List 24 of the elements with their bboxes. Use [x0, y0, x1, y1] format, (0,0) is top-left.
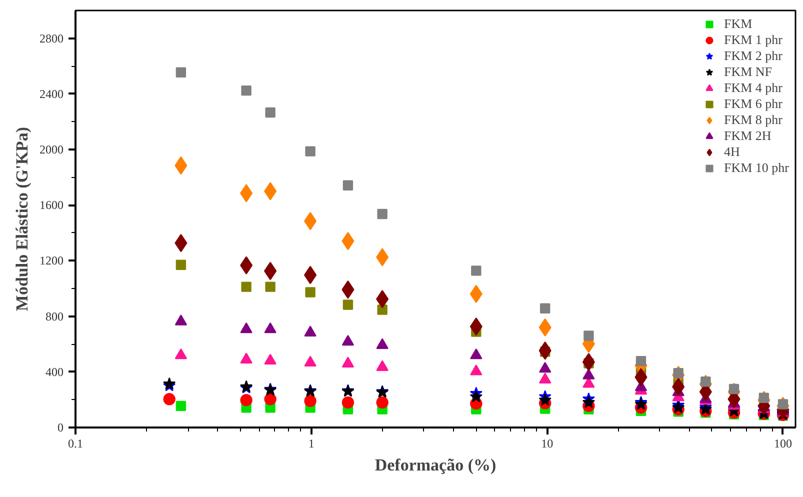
y-tick-label: 400: [46, 364, 64, 379]
y-tick-label: 2400: [40, 86, 64, 101]
y-tick-label: 0: [58, 420, 64, 434]
x-tick-label: 1: [308, 436, 314, 450]
x-tick-label: 10: [541, 436, 554, 450]
x-axis-title: Deformação (%): [374, 456, 496, 474]
legend-label: FKM 1 phr: [724, 32, 782, 48]
legend-label: FKM 6 phr: [724, 96, 782, 112]
x-tick-label: 0.1: [68, 436, 83, 450]
legend-label: FKM: [724, 16, 752, 32]
y-tick-label: 1200: [40, 254, 64, 268]
legend-label: FKM 2 phr: [724, 48, 782, 64]
legend-label: FKM 4 phr: [724, 80, 782, 96]
legend-label: FKM 10 phr: [724, 160, 789, 176]
y-tick-label: 2000: [40, 142, 64, 156]
legend-label: FKM 2H: [724, 128, 772, 144]
legend-label: FKM 8 phr: [724, 112, 782, 128]
y-tick-label: 800: [46, 309, 64, 324]
legend-label: 4H: [724, 144, 741, 160]
y-tick-label: 1600: [40, 198, 64, 212]
y-axis-title: Módulo Elástico (G'KPa): [12, 126, 32, 312]
y-tick-label: 2800: [40, 31, 64, 46]
x-tick-label: 100: [774, 436, 792, 450]
legend-label: FKM NF: [724, 64, 772, 80]
